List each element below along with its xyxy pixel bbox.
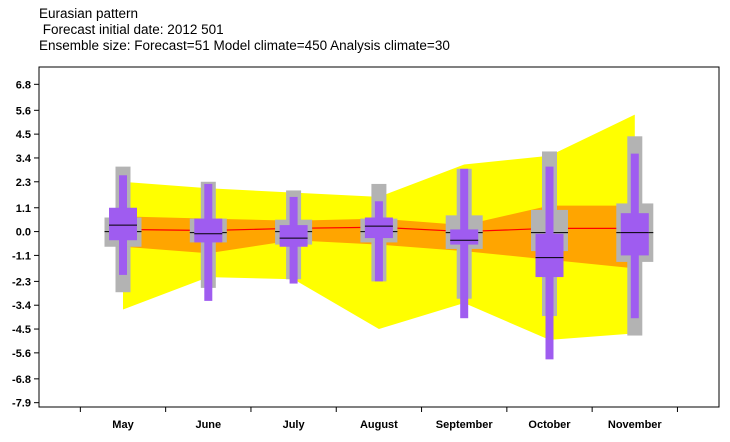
chart-subtitle-date: Forecast initial date: 2012 501 (39, 22, 224, 37)
month-box-group-august (360, 183, 398, 282)
chart-subtitle-ensemble: Ensemble size: Forecast=51 Model climate… (39, 38, 450, 53)
y-tick-label: 6.8 (16, 79, 31, 91)
chart-title: Eurasian pattern (39, 6, 139, 21)
forecast-box (535, 233, 564, 278)
forecast-box (620, 213, 649, 256)
axes: 6.8 5.6 4.5 3.4 2.3 1.1 0.0 -1.1 -2.3 -3.4 -4.5 -5.… (12, 66, 720, 431)
plot-frame (38, 66, 720, 408)
forecast-box (194, 218, 223, 243)
month-box-group-july (275, 190, 313, 284)
y-tick-label: 5.6 (16, 105, 31, 117)
x-tick-label: May (112, 419, 134, 431)
y-tick-label: -6.8 (12, 374, 31, 386)
chart-titles: Eurasian pattern Forecast initial date: … (39, 6, 450, 54)
month-box-group-october (531, 151, 568, 360)
x-tick-label: November (608, 419, 663, 431)
x-tick-label: August (360, 419, 398, 431)
month-box-group-may (104, 166, 142, 293)
y-tick-label: 4.5 (16, 129, 31, 141)
y-tick-label: 0.0 (16, 227, 31, 239)
month-box-group-september (445, 168, 483, 319)
y-tick-label: -2.3 (12, 276, 31, 288)
x-tick-label: July (283, 419, 306, 431)
x-tick-label: September (436, 419, 494, 431)
forecast-whisker (374, 201, 383, 282)
y-tick-label: 2.3 (16, 177, 31, 189)
forecast-box (109, 207, 137, 241)
month-box-group-june (189, 181, 227, 301)
box-series (104, 136, 654, 360)
y-tick-label: -4.5 (12, 324, 31, 336)
y-tick-label: -5.6 (12, 348, 31, 360)
y-tick-label: 1.1 (16, 203, 31, 215)
forecast-box (364, 217, 393, 239)
x-tick-label: October (528, 419, 571, 431)
y-tick-label: 3.4 (16, 153, 32, 165)
y-tick-label: -7.9 (12, 398, 31, 410)
y-tick-label: -1.1 (12, 250, 31, 262)
x-tick-label: June (195, 419, 221, 431)
forecast-box (450, 229, 479, 245)
forecast-box (279, 225, 308, 247)
month-box-group-november (616, 136, 654, 336)
y-tick-label: -3.4 (12, 300, 32, 312)
